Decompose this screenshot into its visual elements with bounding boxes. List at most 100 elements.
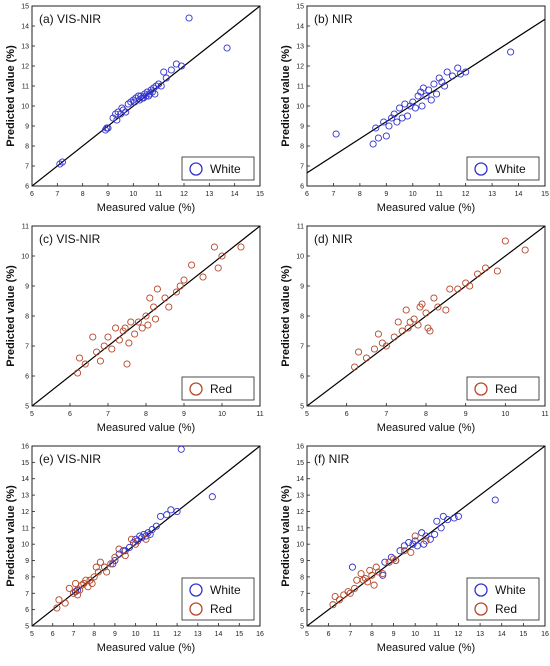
y-tick-label: 5 xyxy=(25,404,29,411)
x-tick-label: 5 xyxy=(305,411,309,418)
y-tick-label: 6 xyxy=(25,374,29,381)
y-axis-label: Predicted value (%) xyxy=(280,265,292,367)
data-point-red xyxy=(466,282,474,290)
data-point-red xyxy=(442,306,450,314)
data-point-white xyxy=(433,517,441,525)
legend-marker-red xyxy=(474,382,488,396)
data-point-white xyxy=(374,134,382,142)
legend-marker-white xyxy=(189,583,203,597)
y-tick-label: 16 xyxy=(296,444,304,451)
y-tick-label: 15 xyxy=(296,4,304,11)
data-point-white xyxy=(372,124,380,132)
data-point-white xyxy=(119,547,127,555)
data-point-red xyxy=(92,563,100,571)
data-point-red xyxy=(344,588,352,596)
data-point-white xyxy=(369,140,377,148)
data-point-white xyxy=(348,563,356,571)
data-point-white xyxy=(454,512,463,520)
data-point-red xyxy=(69,589,78,597)
data-point-red xyxy=(434,303,442,311)
data-point-red xyxy=(351,363,359,371)
data-point-red xyxy=(218,252,226,260)
y-tick-label: 9 xyxy=(300,124,304,131)
reference-line xyxy=(307,18,545,174)
data-point-white xyxy=(411,104,419,112)
x-tick-label: 10 xyxy=(411,631,419,638)
data-point-red xyxy=(132,540,140,548)
data-point-white xyxy=(450,514,458,522)
data-point-red xyxy=(414,321,422,329)
data-point-red xyxy=(389,555,398,563)
data-point-white xyxy=(134,92,142,100)
data-point-red xyxy=(150,303,158,311)
y-tick-label: 14 xyxy=(296,24,304,31)
y-tick-label: 8 xyxy=(25,144,29,151)
x-tick-label: 5 xyxy=(30,411,34,418)
y-tick-label: 12 xyxy=(21,509,29,516)
data-point-red xyxy=(501,237,509,245)
y-tick-label: 9 xyxy=(25,284,29,291)
x-tick-label: 14 xyxy=(515,191,523,198)
x-tick-label: 8 xyxy=(92,631,96,638)
y-tick-label: 13 xyxy=(21,44,29,51)
y-tick-label: 8 xyxy=(300,314,304,321)
data-point-red xyxy=(108,345,116,353)
data-point-white xyxy=(444,516,452,524)
data-point-white xyxy=(440,82,449,90)
data-point-red xyxy=(392,556,400,565)
y-tick-label: 7 xyxy=(300,344,304,351)
x-tick-label: 7 xyxy=(348,631,352,638)
data-point-red xyxy=(199,273,207,281)
x-tick-label: 13 xyxy=(194,631,202,638)
data-point-white xyxy=(142,92,150,100)
data-point-red xyxy=(127,535,136,543)
data-point-red xyxy=(335,596,344,604)
data-point-red xyxy=(210,243,218,251)
data-point-white xyxy=(144,92,153,100)
data-point-white xyxy=(425,86,433,94)
y-tick-label: 12 xyxy=(21,64,29,71)
data-point-white xyxy=(403,112,412,120)
data-point-white xyxy=(426,535,434,543)
x-tick-label: 14 xyxy=(215,631,223,638)
data-point-white xyxy=(173,507,181,516)
data-point-red xyxy=(379,570,387,578)
data-point-red xyxy=(188,261,196,269)
x-tick-label: 10 xyxy=(132,631,140,638)
y-tick-label: 9 xyxy=(300,558,304,565)
data-point-white xyxy=(160,68,168,76)
y-tick-label: 9 xyxy=(25,558,29,565)
y-tick-label: 5 xyxy=(300,624,304,631)
reference-line xyxy=(32,226,260,406)
data-point-red xyxy=(96,558,104,566)
y-tick-label: 6 xyxy=(25,607,29,614)
data-point-red xyxy=(100,342,108,350)
data-point-red xyxy=(74,369,82,377)
data-point-red xyxy=(121,552,129,560)
data-point-red xyxy=(161,294,169,302)
data-point-white xyxy=(152,522,160,530)
x-tick-label: 10 xyxy=(218,411,226,418)
data-point-red xyxy=(165,303,173,311)
data-point-red xyxy=(131,330,139,338)
data-point-red xyxy=(176,282,184,290)
data-point-red xyxy=(151,315,160,323)
x-tick-label: 12 xyxy=(173,631,181,638)
x-tick-label: 15 xyxy=(541,191,549,198)
y-tick-label: 7 xyxy=(300,591,304,598)
x-tick-label: 7 xyxy=(331,191,335,198)
data-point-red xyxy=(374,330,382,338)
y-tick-label: 10 xyxy=(21,104,29,111)
x-tick-label: 6 xyxy=(68,411,72,418)
x-tick-label: 7 xyxy=(72,631,76,638)
x-axis-label: Measured value (%) xyxy=(97,422,195,434)
data-point-red xyxy=(172,288,180,296)
y-tick-label: 6 xyxy=(25,184,29,191)
y-tick-label: 11 xyxy=(297,525,304,532)
y-tick-label: 7 xyxy=(25,164,29,171)
legend-marker-red xyxy=(474,602,488,616)
y-tick-label: 12 xyxy=(296,509,304,516)
y-tick-label: 5 xyxy=(300,404,304,411)
data-point-white xyxy=(113,116,121,124)
